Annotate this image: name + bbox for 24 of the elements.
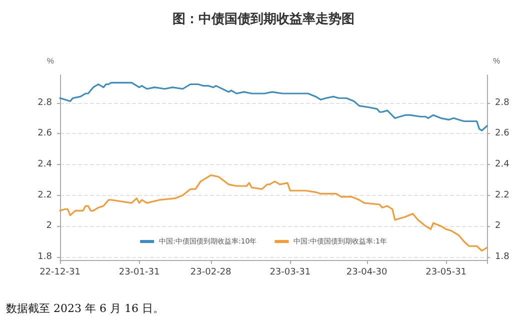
y2-tick-label: 2.6 [495,128,510,139]
y2-tick-label: 2.4 [495,159,510,170]
x-tick-label: 23-04-30 [346,268,388,278]
line-series [59,82,488,132]
chart-title: 图：中债国债到期收益率走势图 [172,11,354,27]
x-tick-label: 23-01-31 [118,268,160,278]
x-tick-label: 23-03-31 [270,268,311,278]
x-tick-label: 23-02-28 [190,268,232,278]
x-tick-label: 23-05-31 [426,268,467,278]
y2-axis-title: % [493,56,500,66]
x-tick-label: 22-12-31 [40,268,80,278]
y2-tick-label: 2.8 [495,98,510,108]
text: 数据截至 2023 年 6 月 16 日。 [6,302,164,315]
y-tick-label: 2.4 [38,159,52,170]
y2-tick-label: 2 [495,221,501,232]
line-series [59,174,488,252]
y-tick-label: 1.8 [38,252,52,262]
y-tick-label: 2 [46,221,52,232]
y-tick-label: 2.8 [38,98,52,108]
y-tick-label: 2.2 [38,190,52,200]
y2-tick-label: 1.8 [495,252,510,262]
y2-tick-label: 2.2 [495,190,510,200]
y-axis-title: % [46,56,54,66]
y-tick-label: 2.6 [38,128,52,139]
